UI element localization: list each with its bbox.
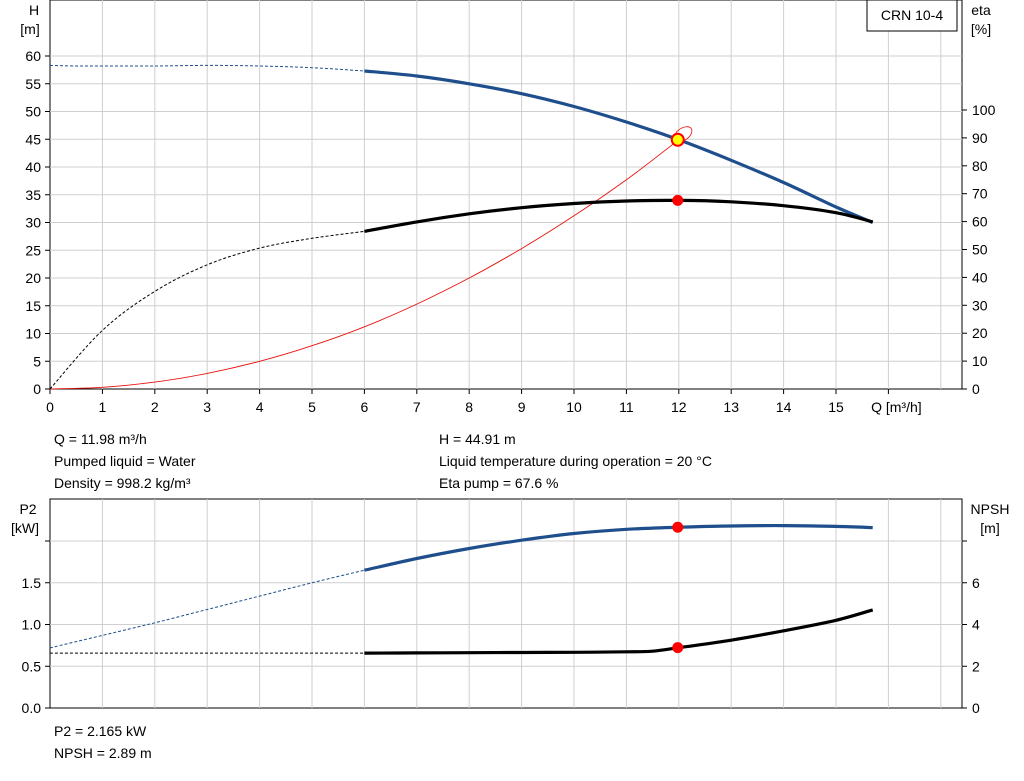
y-tick-label: 10 (25, 326, 41, 342)
head-readout: H = 44.91 m (439, 431, 516, 447)
x-tick-label: 0 (46, 399, 54, 415)
p2-tick-label: 0.0 (22, 700, 42, 716)
y-tick-label: 25 (25, 242, 41, 258)
x-tick-label: 2 (151, 399, 159, 415)
x-tick-label: 5 (308, 399, 316, 415)
p2-tick-label: 1.5 (22, 575, 42, 591)
y-tick-label: 55 (25, 76, 41, 92)
y-tick-label: 50 (25, 104, 41, 120)
y-tick-label: 45 (25, 131, 41, 147)
p2-point-marker (672, 521, 684, 533)
x-tick-label: 8 (465, 399, 473, 415)
y2-axis-title: eta (971, 2, 991, 18)
efficiency-curve (364, 198, 874, 233)
npsh-tick-label: 6 (972, 575, 980, 591)
y-axis-title: H (29, 2, 39, 18)
y2-tick-label: 90 (972, 130, 988, 146)
y2-tick-label: 40 (972, 269, 988, 285)
info-right-top: H = 44.91 m Liquid temperature during op… (439, 428, 712, 494)
eta-pump-readout: Eta pump = 67.6 % (439, 475, 559, 491)
p2-tick-label: 1.0 (22, 617, 42, 633)
y2-tick-label: 50 (972, 242, 988, 258)
x-tick-label: 13 (723, 399, 739, 415)
y2-tick-label: 20 (972, 325, 988, 341)
y2-tick-label: 60 (972, 214, 988, 230)
y2-axis-unit: [%] (971, 21, 991, 37)
x-tick-label: 15 (828, 399, 844, 415)
info-left-top: Q = 11.98 m³/h Pumped liquid = Water Den… (54, 428, 196, 494)
x-tick-label: 7 (413, 399, 421, 415)
efficiency-point-marker (672, 194, 684, 206)
npsh-tick-label: 4 (972, 617, 980, 633)
power-curve-extrapolated (49, 569, 365, 649)
y2-tick-label: 100 (972, 102, 996, 118)
y-tick-label: 5 (33, 353, 41, 369)
npsh-curve (364, 608, 874, 655)
npsh-readout: NPSH = 2.89 m (54, 745, 152, 761)
pump-model-box (866, 0, 958, 32)
p2-tick-label: 0.5 (22, 658, 42, 674)
flow-readout: Q = 11.98 m³/h (54, 431, 147, 447)
y-tick-label: 30 (25, 215, 41, 231)
y-tick-label: 20 (25, 270, 41, 286)
head-curve (364, 69, 874, 224)
pump-model-label: CRN 10-4 (881, 7, 943, 23)
y-tick-label: 40 (25, 159, 41, 175)
liquid-temperature-readout: Liquid temperature during operation = 20… (439, 453, 712, 469)
x-tick-label: 11 (619, 399, 634, 415)
y-axis-unit: [m] (20, 21, 39, 37)
npsh-axis-title: NPSH (971, 501, 1010, 517)
npsh-tick-label: 0 (972, 700, 980, 716)
y2-tick-label: 30 (972, 297, 988, 313)
y2-tick-label: 10 (972, 353, 988, 369)
p2-axis-title: P2 (19, 501, 36, 517)
x-tick-label: 10 (566, 399, 582, 415)
efficiency-curve-extrapolated (49, 230, 365, 390)
npsh-tick-label: 2 (972, 658, 980, 674)
info-bottom: P2 = 2.165 kW NPSH = 2.89 m (54, 720, 152, 764)
y-tick-label: 35 (25, 187, 41, 203)
x-tick-label: 1 (99, 399, 107, 415)
duty-point-marker (670, 132, 685, 147)
power-curve (364, 523, 873, 572)
system-curve (49, 139, 680, 390)
x-tick-label: 6 (361, 399, 369, 415)
x-axis-label: Q [m³/h] (871, 399, 922, 415)
x-tick-label: 9 (518, 399, 526, 415)
density-readout: Density = 998.2 kg/m³ (54, 475, 191, 491)
y-tick-label: 60 (25, 48, 41, 64)
x-tick-label: 14 (776, 399, 792, 415)
bottom-plot-frame (49, 498, 963, 709)
y2-tick-label: 0 (972, 381, 980, 397)
y-tick-label: 15 (25, 298, 41, 314)
x-tick-label: 12 (671, 399, 687, 415)
pumped-liquid-readout: Pumped liquid = Water (54, 453, 196, 469)
x-tick-label: 3 (203, 399, 211, 415)
x-tick-label: 4 (256, 399, 264, 415)
y2-tick-label: 70 (972, 186, 988, 202)
p2-axis-unit: [kW] (11, 520, 39, 536)
y-tick-label: 0 (33, 381, 41, 397)
y2-tick-label: 80 (972, 158, 988, 174)
p2-readout: P2 = 2.165 kW (54, 723, 147, 739)
head-curve-extrapolated (49, 64, 365, 72)
npsh-point-marker (672, 642, 684, 654)
npsh-axis-unit: [m] (980, 520, 999, 536)
